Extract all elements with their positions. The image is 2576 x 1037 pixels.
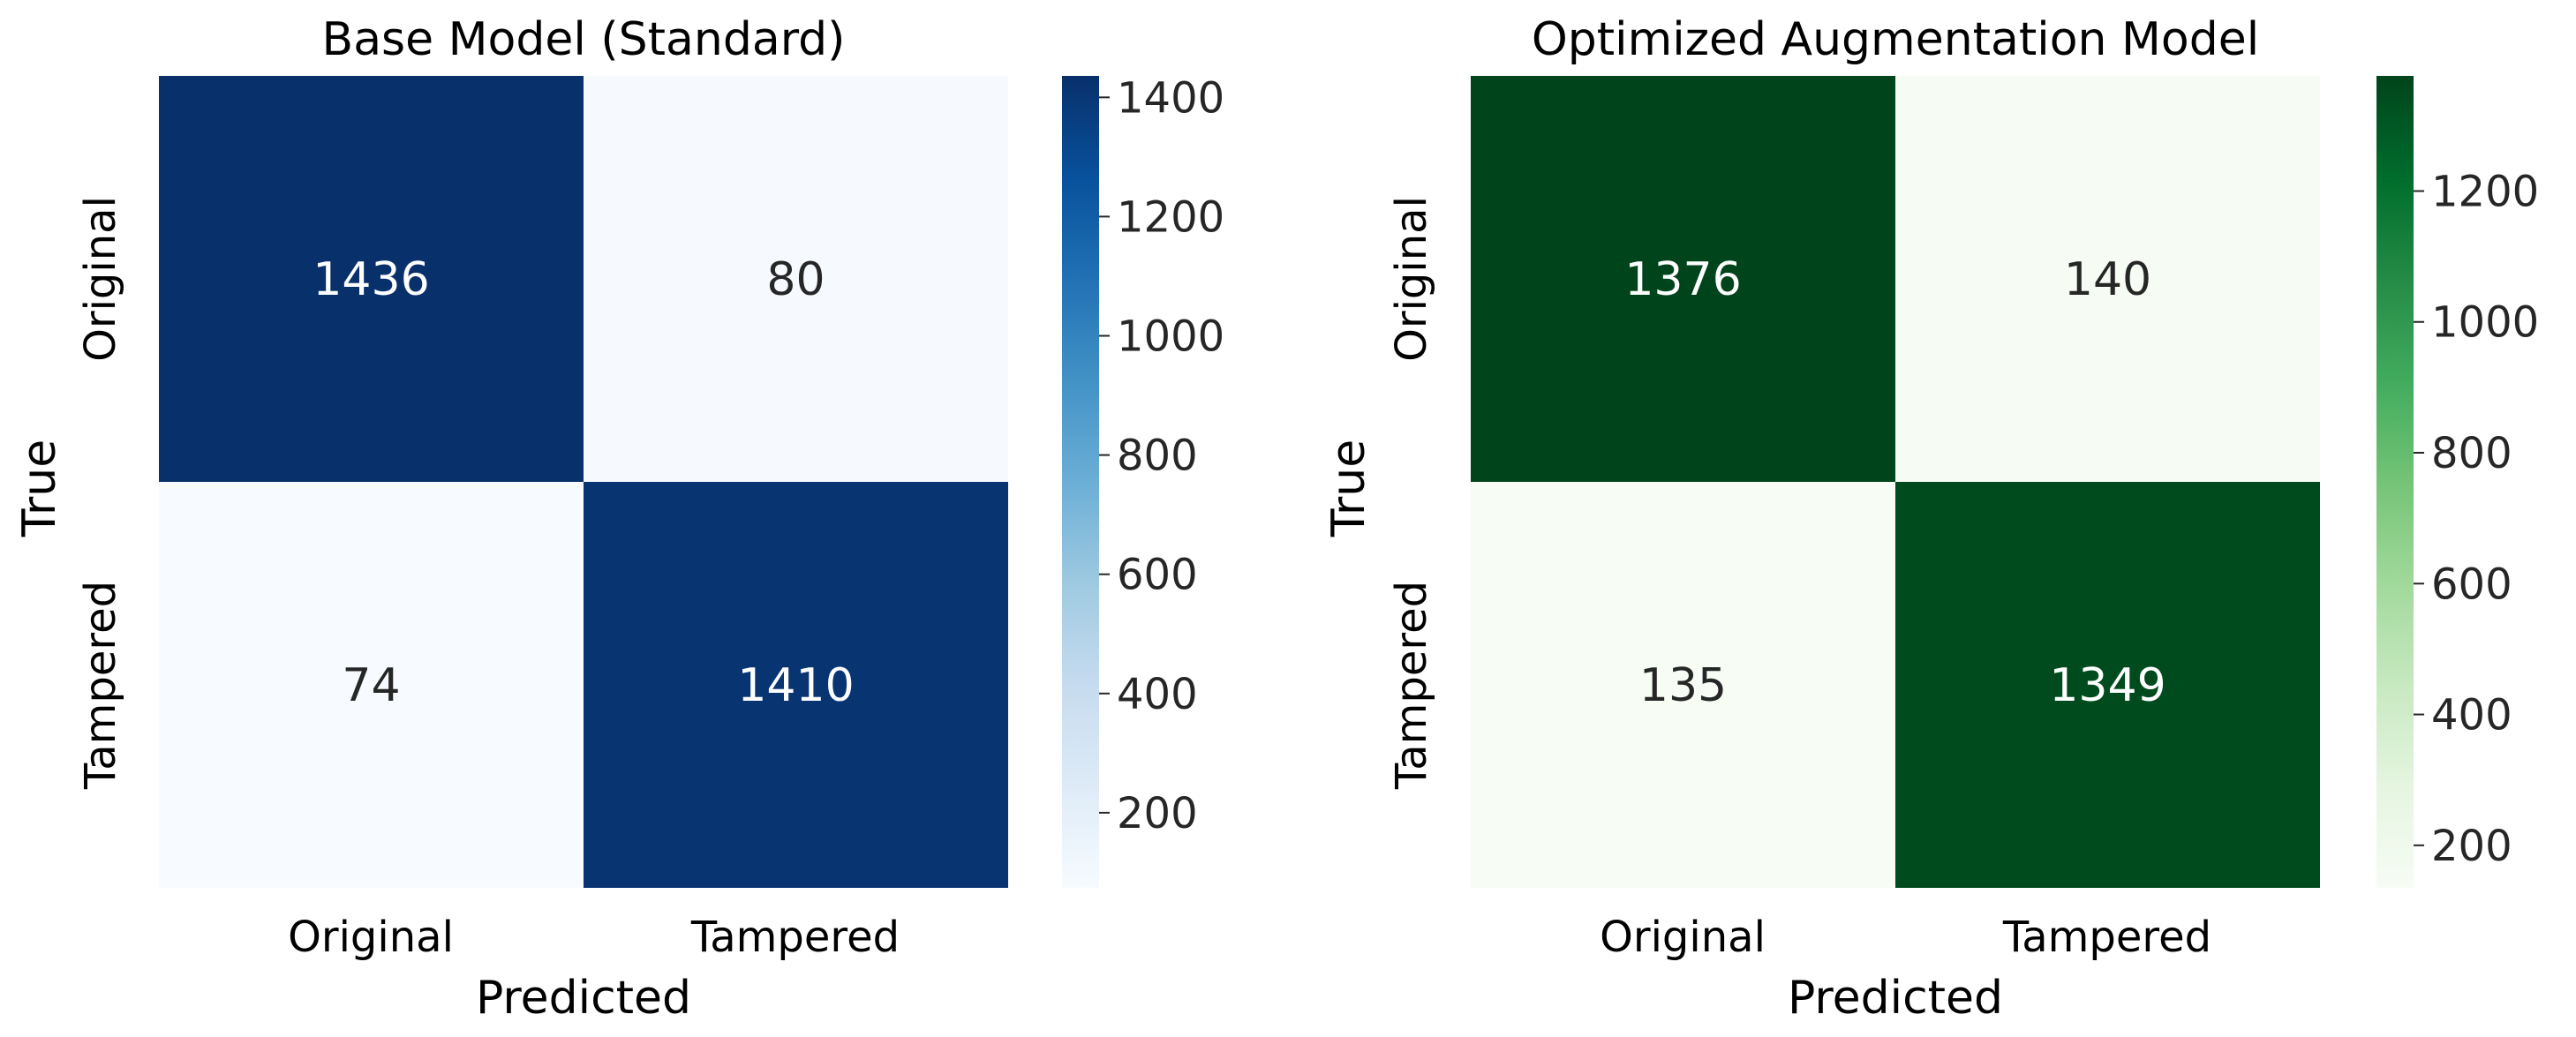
cell-value-label: 74 (342, 659, 400, 712)
cell-value-label: 1436 (313, 253, 429, 306)
heatmap-cell (1471, 482, 1895, 888)
colorbar-gradient (2376, 76, 2414, 888)
x-tick-label: Tampered (690, 913, 900, 962)
cell-value-label: 80 (766, 253, 825, 306)
colorbar-tick-label: 1400 (1117, 73, 1224, 123)
heatmap-panel-base: Base Model (Standard) Predicted True Ori… (13, 13, 1224, 1025)
colorbar: 200 400 600 800 1000 1200 1400 (1062, 73, 1224, 888)
x-tick-label: Tampered (2002, 913, 2211, 962)
heatmap-panel-optimized: Optimized Augmentation Model Predicted T… (1322, 13, 2539, 1025)
cell-value-label: 1349 (2049, 659, 2165, 712)
heatmap-cells: 1376 140 135 1349 (1471, 76, 2320, 888)
colorbar-tick-label: 800 (2431, 429, 2512, 478)
cell-value-label: 135 (1639, 659, 1727, 712)
y-axis-label: True (13, 440, 66, 537)
heatmap-cell (584, 482, 1008, 888)
colorbar-tick-label: 1200 (1117, 192, 1224, 242)
cell-value-label: 1376 (1624, 253, 1741, 306)
colorbar: 200 400 600 800 1000 1200 (2376, 76, 2539, 888)
heatmap-cell (159, 482, 584, 888)
colorbar-gradient (1062, 76, 1099, 888)
cell-value-label: 1410 (737, 659, 854, 712)
y-tick-label: Tampered (1387, 581, 1436, 790)
colorbar-tick-label: 600 (2431, 560, 2512, 609)
colorbar-tick-label: 1200 (2431, 167, 2539, 216)
cell-value-label: 140 (2064, 253, 2151, 306)
chart-title: Base Model (Standard) (322, 13, 846, 66)
y-tick-label: Tampered (76, 581, 125, 790)
x-tick-label: Original (288, 913, 454, 962)
y-axis-label: True (1322, 440, 1375, 537)
colorbar-tick-label: 200 (2431, 822, 2512, 871)
heatmap-cell (159, 76, 584, 482)
colorbar-tick-label: 200 (1117, 789, 1198, 838)
y-tick-label: Original (1387, 196, 1436, 362)
colorbar-tick-label: 800 (1117, 432, 1198, 481)
colorbar-tick-label: 600 (1117, 551, 1198, 600)
x-tick-label: Original (1600, 913, 1766, 962)
heatmap-cell (584, 76, 1008, 482)
chart-title: Optimized Augmentation Model (1532, 13, 2259, 66)
heatmap-cell (1895, 76, 2320, 482)
y-tick-label: Original (76, 196, 125, 362)
x-axis-label: Predicted (1788, 972, 2003, 1025)
colorbar-tick-label: 400 (2431, 691, 2512, 740)
heatmap-cell (1471, 76, 1895, 482)
heatmap-cells: 1436 80 74 1410 (159, 76, 1008, 888)
heatmap-cell (1895, 482, 2320, 888)
colorbar-tick-label: 400 (1117, 670, 1198, 719)
colorbar-tick-label: 1000 (2431, 298, 2539, 348)
colorbar-tick-label: 1000 (1117, 312, 1224, 362)
x-axis-label: Predicted (476, 972, 691, 1025)
